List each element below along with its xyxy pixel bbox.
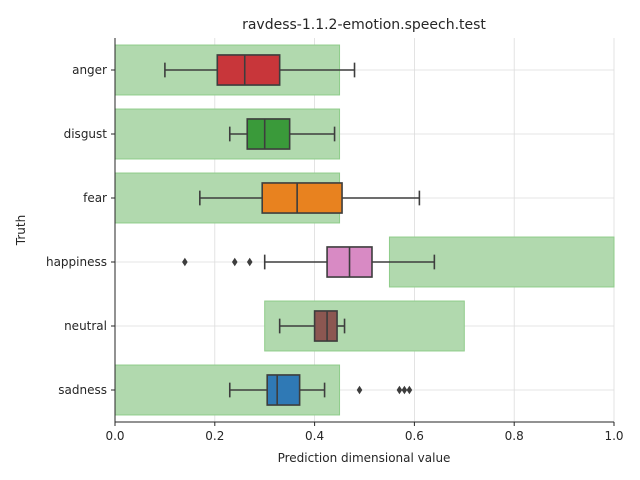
- outlier-point: [246, 257, 253, 267]
- axes: 0.0 0.2 0.4 0.6 0.8 1.0 anger disgust fear happin…: [46, 38, 624, 443]
- outlier-point: [231, 257, 238, 267]
- box-disgust: [246, 118, 291, 150]
- box-group-anger: [164, 54, 356, 86]
- outlier-point: [401, 385, 408, 395]
- x-tick-label: 0.2: [205, 429, 224, 443]
- box-group-fear: [199, 182, 421, 214]
- outlier-point: [182, 257, 188, 267]
- outlier-point: [356, 385, 363, 395]
- box-group-disgust: [228, 118, 336, 150]
- box-neutral: [313, 310, 338, 342]
- y-tick-label-neutral: neutral: [64, 319, 107, 333]
- outlier-point: [406, 385, 413, 395]
- x-tick-label: 1.0: [604, 429, 623, 443]
- y-tick-label-sadness: sadness: [58, 383, 107, 397]
- box-fear: [261, 182, 343, 214]
- box-group-neutral: [278, 310, 346, 342]
- y-tick-label-fear: fear: [83, 191, 107, 205]
- box-group-happiness: [182, 246, 436, 278]
- x-tick-label: 0.6: [405, 429, 424, 443]
- chart-title: ravdess-1.1.2-emotion.speech.test: [242, 17, 486, 33]
- box-anger: [216, 54, 281, 86]
- box-group-sadness: [228, 374, 413, 406]
- y-tick-label-anger: anger: [72, 63, 107, 77]
- expected-ranges: [114, 44, 615, 416]
- y-tick-label-happiness: happiness: [46, 255, 107, 269]
- x-axis-label: Prediction dimensional value: [278, 451, 451, 465]
- x-tick-label: 0.0: [105, 429, 124, 443]
- y-tick-label-disgust: disgust: [64, 127, 108, 141]
- x-tick-label: 0.8: [505, 429, 524, 443]
- y-axis-label: Truth: [14, 215, 28, 246]
- box-sadness: [266, 374, 301, 406]
- gridlines: [114, 38, 615, 422]
- outlier-point: [396, 385, 403, 395]
- x-tick-label: 0.4: [305, 429, 324, 443]
- boxes: [164, 54, 436, 406]
